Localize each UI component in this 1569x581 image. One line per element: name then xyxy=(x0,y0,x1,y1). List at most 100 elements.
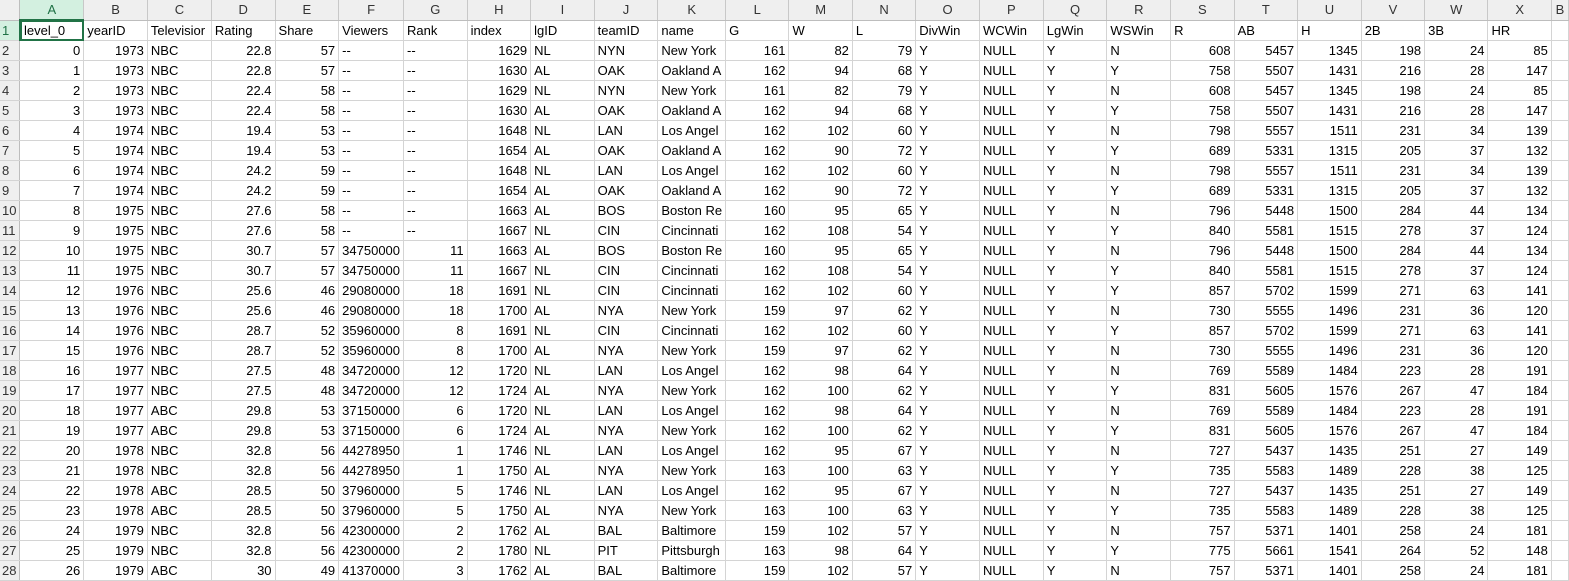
cell[interactable]: 37 xyxy=(1424,180,1489,201)
cell[interactable]: 1977 xyxy=(83,400,148,421)
cell[interactable]: 184 xyxy=(1487,380,1552,401)
cell[interactable]: 37 xyxy=(1424,220,1489,241)
cell[interactable]: 159 xyxy=(725,520,790,541)
row-header[interactable]: 12 xyxy=(0,240,21,261)
cell[interactable]: 52 xyxy=(1424,540,1489,561)
cell[interactable]: 37960000 xyxy=(338,500,405,521)
cell[interactable] xyxy=(1551,540,1569,561)
cell[interactable]: NBC xyxy=(147,180,212,201)
cell[interactable]: 19 xyxy=(19,420,85,441)
cell[interactable]: NYA xyxy=(594,340,659,361)
cell[interactable]: 162 xyxy=(725,60,790,81)
cell[interactable]: N xyxy=(1106,40,1172,61)
cell[interactable]: 37960000 xyxy=(338,480,405,501)
cell[interactable]: 9 xyxy=(19,220,85,241)
cell[interactable]: Y xyxy=(915,340,980,361)
cell[interactable]: N xyxy=(1106,340,1172,361)
cell[interactable]: 95 xyxy=(788,480,853,501)
cell[interactable]: 1599 xyxy=(1297,280,1362,301)
cell[interactable]: 139 xyxy=(1487,120,1552,141)
cell[interactable]: 139 xyxy=(1487,160,1552,181)
cell[interactable]: AL xyxy=(530,300,595,321)
cell[interactable]: 124 xyxy=(1487,220,1552,241)
cell[interactable]: 20 xyxy=(19,440,85,461)
cell[interactable]: 1700 xyxy=(467,340,532,361)
cell[interactable] xyxy=(1551,420,1569,441)
cell[interactable]: 769 xyxy=(1170,400,1235,421)
cell[interactable]: AL xyxy=(530,200,595,221)
cell[interactable]: 64 xyxy=(852,360,917,381)
cell[interactable]: 56 xyxy=(275,460,340,481)
cell[interactable]: NULL xyxy=(979,560,1044,581)
cell[interactable]: 5583 xyxy=(1234,500,1299,521)
cell[interactable]: 3 xyxy=(403,560,468,581)
cell[interactable]: 1515 xyxy=(1297,260,1362,281)
cell[interactable]: 1977 xyxy=(83,360,148,381)
cell[interactable]: 28 xyxy=(1424,400,1489,421)
cell[interactable]: 27 xyxy=(1424,440,1489,461)
cell[interactable]: Los Angel xyxy=(657,440,727,461)
row-header[interactable]: 25 xyxy=(0,500,21,521)
cell[interactable]: 53 xyxy=(275,140,340,161)
cell[interactable]: 1435 xyxy=(1297,480,1362,501)
cell[interactable]: 148 xyxy=(1487,540,1552,561)
cell[interactable]: NBC xyxy=(147,440,212,461)
cell[interactable]: 1648 xyxy=(467,120,532,141)
cell[interactable]: 1977 xyxy=(83,420,148,441)
cell[interactable]: 90 xyxy=(788,180,853,201)
cell[interactable]: 1976 xyxy=(83,340,148,361)
cell[interactable]: 1489 xyxy=(1297,500,1362,521)
cell[interactable]: Y xyxy=(1106,260,1172,281)
row-header[interactable]: 8 xyxy=(0,160,21,181)
cell[interactable]: 47 xyxy=(1424,420,1489,441)
cell[interactable]: Boston Re xyxy=(657,240,727,261)
cell[interactable]: 1345 xyxy=(1297,40,1362,61)
cell[interactable]: 5589 xyxy=(1234,360,1299,381)
cell[interactable]: 1976 xyxy=(83,280,148,301)
cell[interactable]: NULL xyxy=(979,260,1044,281)
cell[interactable]: AL xyxy=(530,560,595,581)
cell[interactable]: 191 xyxy=(1487,400,1552,421)
cell[interactable]: 1973 xyxy=(83,60,148,81)
cell[interactable]: 44278950 xyxy=(338,460,405,481)
cell[interactable]: NULL xyxy=(979,400,1044,421)
cell[interactable]: 608 xyxy=(1170,80,1235,101)
column-header-q[interactable]: Q xyxy=(1043,0,1108,21)
cell[interactable]: NBC xyxy=(147,240,212,261)
cell[interactable]: HR xyxy=(1487,20,1552,41)
row-header[interactable]: 19 xyxy=(0,380,21,401)
cell[interactable] xyxy=(1551,20,1569,41)
cell[interactable]: 5437 xyxy=(1234,440,1299,461)
cell[interactable]: Y xyxy=(915,560,980,581)
cell[interactable]: Y xyxy=(1043,140,1108,161)
cell[interactable]: NYN xyxy=(594,40,659,61)
row-header[interactable]: 24 xyxy=(0,480,21,501)
cell[interactable]: Y xyxy=(915,440,980,461)
cell[interactable]: -- xyxy=(403,200,468,221)
cell[interactable]: Y xyxy=(1106,100,1172,121)
cell[interactable]: 52 xyxy=(275,320,340,341)
select-all-corner[interactable] xyxy=(0,0,21,21)
cell[interactable]: 1576 xyxy=(1297,420,1362,441)
row-header[interactable]: 23 xyxy=(0,460,21,481)
cell[interactable]: Los Angel xyxy=(657,120,727,141)
cell[interactable]: PIT xyxy=(594,540,659,561)
cell[interactable]: NULL xyxy=(979,440,1044,461)
cell[interactable]: 57 xyxy=(275,240,340,261)
cell[interactable]: Y xyxy=(1106,220,1172,241)
cell[interactable] xyxy=(1551,260,1569,281)
cell[interactable]: NULL xyxy=(979,320,1044,341)
cell[interactable]: NULL xyxy=(979,40,1044,61)
cell[interactable]: Y xyxy=(1043,240,1108,261)
cell[interactable]: 735 xyxy=(1170,500,1235,521)
cell[interactable]: 1500 xyxy=(1297,200,1362,221)
cell[interactable]: 57 xyxy=(275,40,340,61)
cell[interactable]: 5702 xyxy=(1234,320,1299,341)
cell[interactable]: 1629 xyxy=(467,40,532,61)
cell[interactable]: N xyxy=(1106,300,1172,321)
cell[interactable]: 796 xyxy=(1170,240,1235,261)
cell[interactable]: 798 xyxy=(1170,120,1235,141)
cell[interactable]: 7 xyxy=(19,180,85,201)
cell[interactable]: NULL xyxy=(979,180,1044,201)
cell[interactable]: 1663 xyxy=(467,200,532,221)
